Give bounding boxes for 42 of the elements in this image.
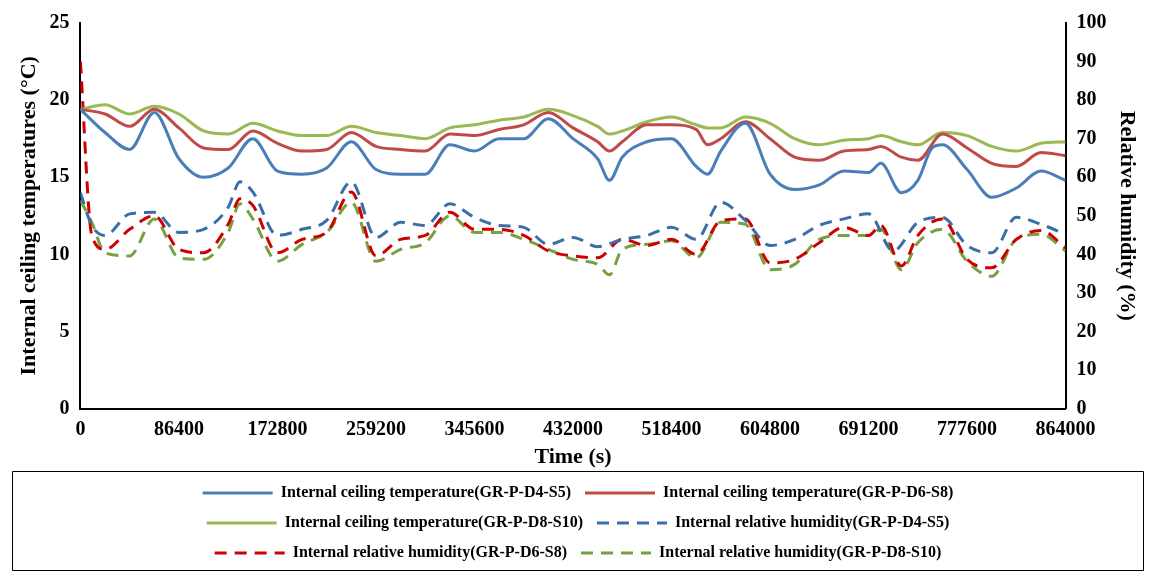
x-tick-label: 518400: [641, 416, 702, 439]
legend-label: Internal ceiling temperature(GR-P-D4-S5): [280, 483, 572, 502]
legend-label: Internal ceiling temperature(GR-P-D8-S10): [284, 513, 583, 532]
y-axis-title: Internal ceiling temperatures (°C): [14, 56, 40, 376]
legend-label: Internal relative humidity(GR-P-D6-S8): [292, 543, 567, 562]
line-series: [80, 107, 1066, 168]
line-series: [80, 60, 1066, 270]
y2-tick-label: 90: [1076, 48, 1097, 71]
line-series: [80, 107, 1066, 199]
y-tick-label: 20: [49, 87, 70, 110]
y2-tick-label: 70: [1076, 125, 1097, 148]
y2-tick-label: 100: [1076, 10, 1107, 33]
x-tick-label: 259200: [345, 416, 406, 439]
y2-axis-title: Relative humidity (%): [1116, 110, 1142, 321]
x-tick-label: 604800: [740, 416, 801, 439]
line-series: [80, 103, 1066, 153]
y2-tick-label: 10: [1076, 357, 1097, 380]
legend-label: Internal relative humidity(GR-P-D8-S10): [659, 543, 942, 562]
legend-label: Internal ceiling temperature(GR-P-D6-S8): [663, 483, 954, 502]
y-tick-label: 5: [59, 318, 70, 341]
y2-tick-label: 60: [1076, 164, 1097, 187]
y2-tick-label: 0: [1076, 395, 1087, 418]
y-tick-label: 15: [49, 164, 70, 187]
x-tick-label: 345600: [444, 416, 505, 439]
line-series: [80, 198, 1066, 278]
x-tick-label: 86400: [153, 416, 204, 439]
x-tick-label: 691200: [838, 416, 899, 439]
y2-tick-label: 50: [1076, 202, 1097, 225]
y-tick-label: 25: [49, 10, 70, 33]
y-tick-label: 10: [49, 241, 70, 264]
x-axis-title: Time (s): [534, 443, 612, 469]
x-tick-label: 864000: [1035, 416, 1096, 439]
y-tick-label: 0: [59, 395, 70, 418]
x-tick-label: 172800: [247, 416, 308, 439]
y2-tick-label: 20: [1076, 318, 1097, 341]
y2-tick-label: 80: [1076, 87, 1097, 110]
x-tick-label: 432000: [543, 416, 603, 439]
y2-tick-label: 40: [1076, 241, 1097, 264]
x-tick-label: 777600: [937, 416, 998, 439]
x-tick-label: 0: [75, 416, 86, 439]
y2-tick-label: 30: [1076, 280, 1097, 303]
legend-label: Internal relative humidity(GR-P-D4-S5): [674, 513, 950, 532]
